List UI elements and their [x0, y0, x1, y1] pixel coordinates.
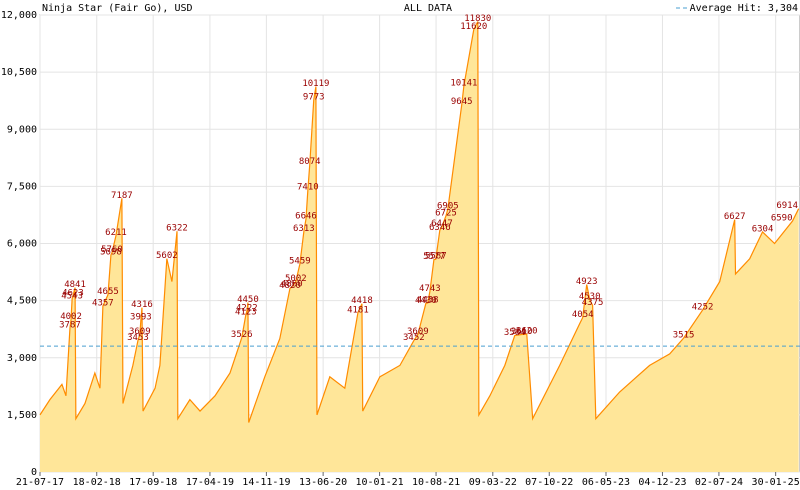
data-label: 4438 [417, 295, 439, 305]
y-tick-label: 4,500 [7, 296, 37, 307]
data-label: 4054 [572, 310, 594, 320]
data-label: 9773 [303, 92, 325, 102]
data-label: 4418 [351, 296, 373, 306]
x-tick-label: 10-01-21 [356, 477, 404, 488]
y-tick-label: 7,500 [7, 181, 37, 192]
data-label: 6627 [724, 212, 746, 222]
data-label: 6304 [752, 224, 774, 234]
data-label: 3620 [516, 327, 538, 337]
x-tick-label: 04-12-23 [638, 477, 686, 488]
data-label: 4252 [692, 303, 714, 313]
data-label: 5002 [285, 274, 307, 284]
x-tick-label: 02-07-24 [695, 477, 743, 488]
x-tick-label: 17-09-18 [129, 477, 177, 488]
data-label: 5587 [425, 252, 447, 262]
data-label: 7410 [297, 182, 319, 192]
x-tick-label: 07-10-22 [525, 477, 573, 488]
data-label: 8074 [299, 157, 321, 167]
y-tick-label: 1,500 [7, 410, 37, 421]
data-label: 6914 [776, 201, 798, 211]
data-label: 3609 [407, 327, 429, 337]
data-label: 4923 [576, 277, 598, 287]
x-tick-label: 30-01-25 [752, 477, 800, 488]
chart-title: Ninja Star (Fair Go), USD [42, 3, 193, 14]
data-label: 4841 [64, 280, 86, 290]
data-label: 4002 [60, 312, 82, 322]
data-label: 4860 [281, 279, 303, 289]
data-label: 4357 [92, 299, 114, 309]
chart-subtitle: ALL DATA [404, 3, 452, 14]
x-tick-label: 18-02-18 [73, 477, 121, 488]
y-tick-label: 0 [31, 467, 37, 478]
legend-label: Average Hit: 3,304 [690, 3, 798, 14]
data-label: 4430 [415, 296, 437, 306]
data-label: 4743 [419, 284, 441, 294]
data-label: 4316 [131, 300, 153, 310]
data-label: 6346 [429, 223, 451, 233]
data-label: 3452 [403, 333, 425, 343]
x-tick-label: 10-08-21 [412, 477, 460, 488]
y-tick-label: 6,000 [7, 239, 37, 250]
data-label: 4181 [347, 305, 369, 315]
y-tick-label: 3,000 [7, 353, 37, 364]
data-label: 3610 [511, 327, 533, 337]
data-label: 6905 [437, 202, 459, 212]
data-label: 6646 [295, 211, 317, 221]
data-label: 3515 [673, 331, 695, 341]
data-label: 6447 [431, 219, 453, 229]
data-label: 4450 [237, 295, 259, 305]
x-tick-label: 06-05-23 [582, 477, 630, 488]
area [40, 21, 799, 472]
data-label: 4655 [97, 287, 119, 297]
data-label: 6313 [293, 224, 315, 234]
data-label: 3453 [127, 333, 149, 343]
data-label: 5760 [101, 245, 123, 255]
data-label: 4123 [235, 307, 257, 317]
data-label: 6322 [166, 224, 188, 234]
data-label: 6725 [435, 208, 457, 218]
data-label: 3609 [129, 327, 151, 337]
data-label: 5602 [156, 251, 178, 261]
data-label: 6211 [105, 228, 127, 238]
data-label: 4375 [582, 298, 604, 308]
y-tick-label: 9,000 [7, 124, 37, 135]
data-label: 6590 [771, 214, 793, 224]
data-label: 5577 [423, 252, 445, 262]
data-label: 3584 [504, 328, 526, 338]
data-label: 10119 [302, 79, 329, 89]
data-label: 3993 [130, 312, 152, 322]
data-label: 11620 [460, 22, 487, 32]
x-tick-label: 21-07-17 [16, 477, 64, 488]
data-label: 4530 [579, 292, 601, 302]
data-label: 10141 [450, 78, 477, 88]
line [39, 21, 800, 423]
data-label: 5459 [289, 257, 311, 267]
data-label: 3526 [231, 330, 253, 340]
data-label: 3787 [59, 320, 81, 330]
x-tick-label: 09-03-22 [469, 477, 517, 488]
data-label: 7187 [111, 191, 133, 201]
data-label: 11830 [464, 14, 491, 24]
x-tick-label: 17-04-19 [186, 477, 234, 488]
data-label: 9645 [451, 97, 473, 107]
data-label: 4623 [62, 288, 84, 298]
y-tick-label: 12,000 [1, 10, 37, 21]
data-label: 4222 [236, 304, 258, 314]
data-label: 4820 [279, 281, 301, 291]
data-label: 5698 [100, 248, 122, 258]
y-tick-label: 10,500 [1, 67, 37, 78]
data-label: 4543 [61, 291, 83, 301]
x-tick-label: 14-11-19 [242, 477, 290, 488]
x-tick-label: 13-06-20 [299, 477, 347, 488]
